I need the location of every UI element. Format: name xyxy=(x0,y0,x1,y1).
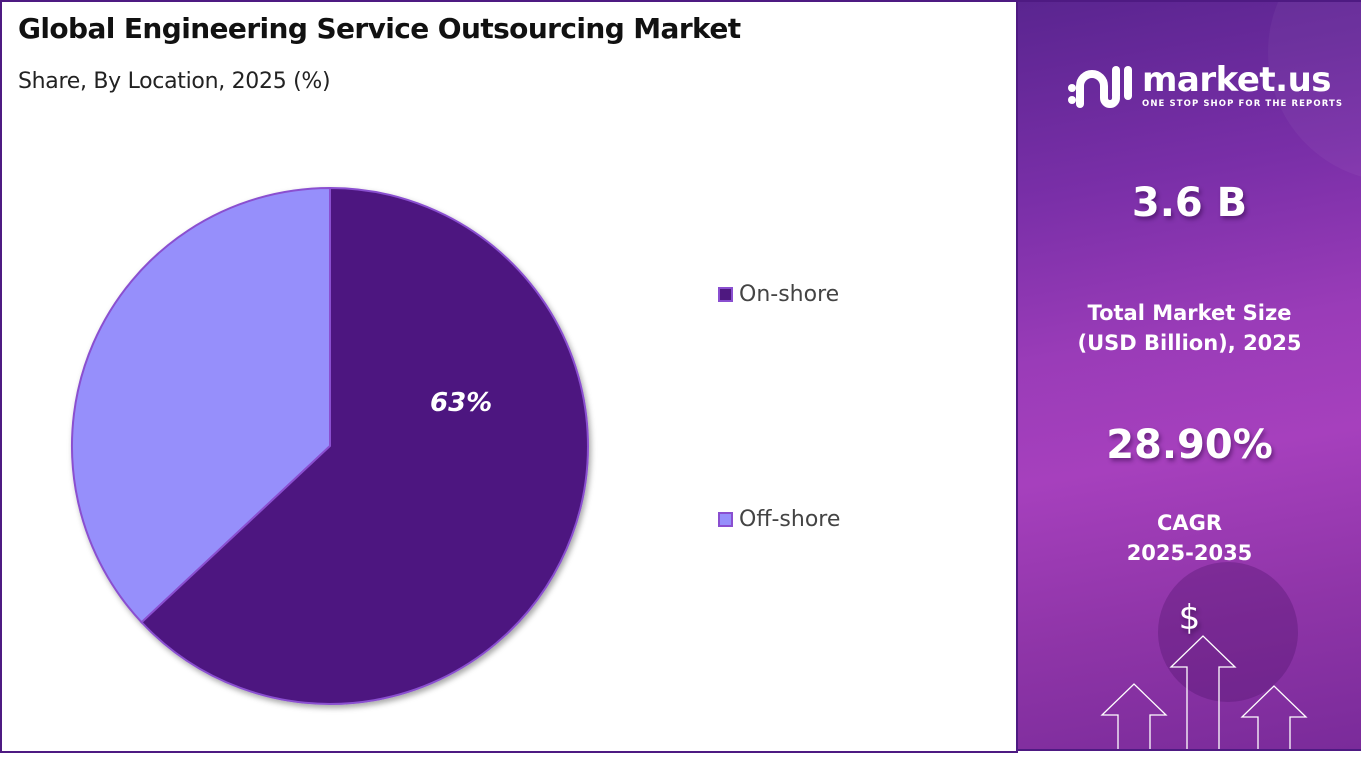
market-size-value: 3.6 B xyxy=(1131,180,1248,226)
legend-item-on-shore[interactable]: On-shore xyxy=(718,282,839,307)
legend-swatch-on-shore xyxy=(718,287,733,302)
chart-panel: Global Engineering Service Outsourcing M… xyxy=(0,0,1018,753)
dollar-icon: $ xyxy=(1178,598,1201,638)
pie-label-on-shore: 63% xyxy=(430,388,493,418)
logo-name: market.us xyxy=(1142,60,1332,100)
pie-chart: 63% xyxy=(2,2,1016,751)
pie-slice-on-shore[interactable] xyxy=(140,186,589,705)
market-size-label-line2: (USD Billion), 2025 xyxy=(1077,331,1302,355)
stats-sidebar: market.us ONE STOP SHOP FOR THE REPORTS … xyxy=(1016,0,1361,751)
logo-icon xyxy=(1068,66,1132,108)
cagr-label-line2: 2025-2035 xyxy=(1126,541,1253,565)
chart-subtitle: Share, By Location, 2025 (%) xyxy=(18,69,331,94)
legend-swatch-off-shore xyxy=(718,512,733,527)
legend-label-on-shore: On-shore xyxy=(739,282,840,307)
logo-tagline: ONE STOP SHOP FOR THE REPORTS xyxy=(1142,99,1344,109)
pie-slice-off-shore[interactable] xyxy=(71,186,331,624)
legend-label-off-shore: Off-shore xyxy=(739,507,841,532)
pie-svg xyxy=(71,186,589,705)
cagr-label-line1: CAGR xyxy=(1156,511,1223,535)
growth-arrows-icon xyxy=(1100,635,1308,749)
legend-item-off-shore[interactable]: Off-shore xyxy=(718,507,840,532)
market-us-logo[interactable]: market.us ONE STOP SHOP FOR THE REPORTS xyxy=(1066,60,1343,112)
cagr-value: 28.90% xyxy=(1106,422,1273,468)
background-cup-shape xyxy=(1158,562,1298,702)
market-size-label-line1: Total Market Size xyxy=(1087,301,1292,325)
chart-title: Global Engineering Service Outsourcing M… xyxy=(18,12,741,45)
